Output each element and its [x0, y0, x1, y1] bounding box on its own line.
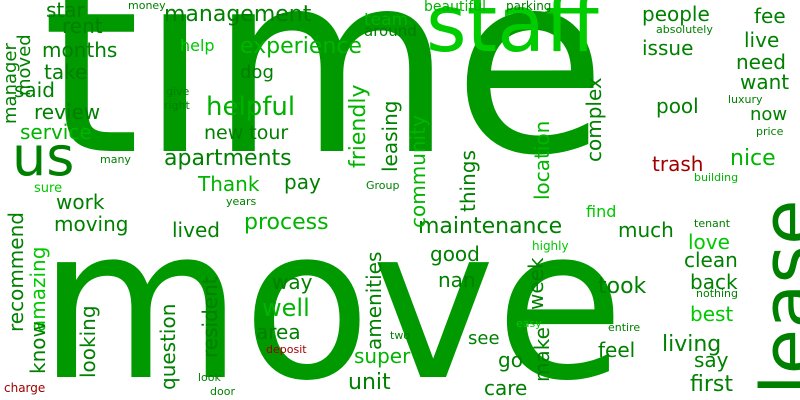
word-around: around [364, 22, 417, 40]
word-clean: clean [684, 248, 738, 272]
word-much: much [618, 218, 674, 242]
word-process: process [244, 210, 329, 235]
word-helpful: helpful [206, 92, 296, 122]
word-friendly: friendly [346, 84, 371, 168]
word-good: good [430, 242, 480, 266]
word-now: now [750, 104, 788, 125]
word-beautiful: beautiful [424, 0, 487, 15]
word-took: took [598, 274, 647, 299]
word-group: Group [366, 179, 400, 192]
word-give: give [166, 85, 190, 98]
word-nice: nice [730, 146, 776, 171]
word-moved: moved [14, 34, 35, 96]
word-help: help [180, 36, 215, 55]
word-go: go [498, 348, 523, 372]
word-feel: feel [598, 338, 636, 362]
word-find: find [586, 202, 617, 221]
word-building: building [694, 171, 739, 184]
word-many: many [100, 153, 131, 166]
word-nothing: nothing [696, 287, 738, 300]
word-take: take [44, 60, 88, 84]
word-service: service [20, 120, 92, 144]
word-two: two [390, 329, 411, 342]
word-time: time [42, 0, 607, 210]
word-said: said [14, 78, 55, 102]
word-price: price [756, 125, 784, 138]
word-months: months [42, 38, 118, 62]
word-sure: sure [34, 181, 63, 196]
word-first: first [690, 372, 733, 397]
word-luxury: luxury [728, 93, 763, 106]
word-community: community [406, 115, 430, 228]
word-highly: highly [532, 239, 569, 253]
word-way: way [272, 270, 313, 294]
word-say: say [694, 348, 729, 372]
word-moving: moving [54, 212, 129, 236]
word-door: door [210, 385, 235, 398]
word-know: know [26, 321, 50, 374]
word-complex: complex [582, 77, 606, 162]
word-love: love [688, 230, 730, 254]
word-tenant: tenant [694, 217, 731, 230]
word-question: question [156, 303, 180, 390]
word-trash: trash [652, 152, 704, 176]
word-us: us [12, 125, 75, 188]
word-management: management [164, 2, 312, 27]
word-want: want [740, 70, 790, 94]
word-living: living [662, 332, 722, 357]
word-money: money [128, 0, 166, 12]
word-looking: looking [76, 305, 100, 378]
word-maintenance: maintenance [418, 214, 563, 239]
word-staff: staff [426, 0, 599, 70]
word-unit: unit [348, 370, 391, 395]
word-deposit: deposit [266, 343, 307, 356]
word-lived: lived [172, 218, 220, 242]
word-years: years [226, 195, 257, 208]
word-need: need [736, 50, 786, 74]
word-work: work [56, 190, 105, 214]
word-parking: parking [506, 0, 552, 13]
word-see: see [468, 328, 500, 349]
word-things: things [456, 150, 480, 212]
word-recommend: recommend [4, 212, 28, 332]
word-experience: experience [240, 34, 362, 59]
word-dog: dog [240, 62, 274, 83]
word-pay: pay [284, 170, 321, 194]
word-easy: easy [516, 317, 542, 330]
word-back: back [690, 270, 738, 294]
word-look: look [198, 371, 221, 384]
word-care: care [484, 376, 528, 400]
word-team: team [364, 10, 409, 30]
word-area: area [256, 320, 301, 344]
word-super: super [354, 344, 411, 368]
word-best: best [690, 302, 734, 326]
word-right: right [164, 99, 190, 112]
word-rent: rent [62, 14, 103, 38]
word-leasing: leasing [378, 100, 402, 172]
word-amenities: amenities [362, 251, 386, 350]
word-entire: entire [608, 321, 641, 334]
word-absolutely: absolutely [656, 23, 713, 36]
word-star: star [46, 0, 85, 22]
word-fee: fee [754, 4, 786, 28]
word-issue: issue [642, 36, 694, 60]
word-new-tour: new tour [204, 122, 289, 144]
word-review: review [34, 100, 101, 124]
word-charge: charge [4, 381, 46, 395]
word-thank: Thank [198, 172, 260, 196]
word-lease: lease [746, 199, 800, 395]
word-apartments: apartments [164, 146, 292, 171]
word-nan: nan [438, 268, 476, 292]
word-location: location [530, 120, 554, 200]
word-live: live [744, 28, 780, 52]
word-pool: pool [656, 94, 699, 118]
word-well: well [262, 294, 310, 322]
word-week: week [524, 257, 548, 310]
word-make: make [530, 327, 554, 382]
word-move: move [38, 182, 625, 400]
word-resident: resident [198, 276, 222, 358]
word-people: people [642, 2, 710, 26]
word-amazing: amazing [26, 246, 50, 332]
